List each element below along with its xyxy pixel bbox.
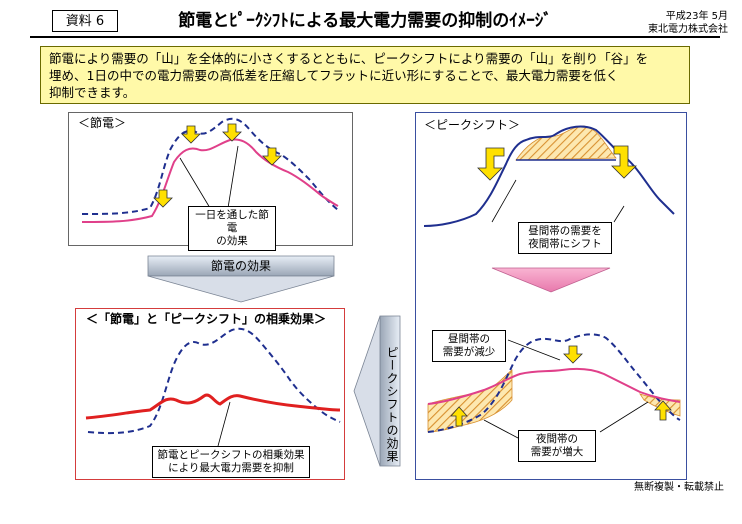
peak-shift-effect-label: ピークシフトの効果 — [385, 346, 399, 463]
peak-shift-bottom-callout-line-2: 需要が増大 — [530, 446, 584, 458]
panel-peak-shift-title: ＜ピークシフト＞ — [424, 118, 521, 132]
intro-line-2: 埋め、1日の中での電力需要の高低差を圧縮してフラットに近い形にすることで、最大電… — [49, 68, 619, 83]
combined-callout-line-2: により最大電力需要を抑制 — [168, 462, 294, 474]
setsuden-effect-arrow-head — [147, 275, 335, 303]
company-label: 東北電力株式会社 — [648, 24, 728, 35]
combined-callout-line-1: 節電とピークシフトの相乗効果 — [157, 449, 305, 461]
peak-shift-callout-leaders — [491, 179, 625, 223]
setsuden-effect-label: 節電の効果 — [210, 259, 271, 273]
setsuden-callout-line-2: の効果 — [216, 235, 248, 247]
setsuden-original-demand-curve — [81, 117, 339, 215]
peak-shift-bottom-callout: 夜間帯の 需要が増大 — [518, 430, 596, 462]
title-rule — [30, 36, 720, 38]
peak-shift-shaved-peak-hatch — [515, 125, 617, 161]
peak-shift-top-callout-line-1: 昼間帯の需要を — [528, 225, 602, 237]
combined-callout-leaders — [217, 401, 231, 447]
page-title: 節電とﾋﾟｰｸｼﾌﾄによる最大電力需要の抑制のｲﾒｰｼﾞ — [178, 11, 552, 31]
peak-shift-lower-reduced-curve — [427, 367, 681, 405]
setsuden-down-arrows — [153, 123, 282, 208]
intro-line-1: 節電により需要の「山」を全体的に小さくするとともに、ピークシフトにより需要の「山… — [49, 51, 649, 66]
setsuden-callout-leaders — [179, 145, 239, 209]
setsuden-reduced-demand-curve — [81, 138, 339, 223]
date-label: 平成23年 5月 — [665, 11, 728, 22]
setsuden-callout-line-1: 一日を通した節電 — [195, 209, 269, 234]
peak-shift-top-callout: 昼間帯の需要を 夜間帯にシフト — [518, 222, 612, 254]
peak-shift-effect-arrow-head — [353, 315, 381, 467]
setsuden-callout: 一日を通した節電 の効果 — [188, 206, 276, 251]
panel-setsuden-title: ＜節電＞ — [78, 116, 127, 130]
combined-original-demand-curve — [87, 327, 341, 435]
panel-combined — [75, 308, 345, 480]
peak-shift-mid-callout-line-1: 昼間帯の — [448, 333, 490, 345]
intro-line-3: 抑制できます。 — [49, 85, 136, 100]
panel-combined-title: ＜「節電」と「ピークシフト」の相乗効果＞ — [86, 312, 327, 326]
peak-shift-lower-callout-leaders — [483, 339, 649, 439]
peak-shift-top-callout-line-2: 夜間帯にシフト — [528, 238, 602, 250]
peak-shift-down-arrow — [491, 267, 611, 293]
peak-shift-mid-callout-line-2: 需要が減少 — [442, 346, 496, 358]
peak-shift-bent-arrows — [477, 145, 637, 181]
peak-shift-bottom-callout-line-1: 夜間帯の — [536, 433, 578, 445]
combined-callout: 節電とピークシフトの相乗効果 により最大電力需要を抑制 — [152, 446, 310, 478]
document-tag: 資料 6 — [52, 10, 118, 32]
peak-shift-lower-arrows — [450, 345, 672, 427]
copyright-note: 無断複製・転載禁止 — [634, 482, 724, 493]
peak-shift-original-demand-curve — [423, 125, 675, 227]
intro-box: 節電により需要の「山」を全体的に小さくするとともに、ピークシフトにより需要の「山… — [40, 46, 690, 104]
peak-shift-mid-callout: 昼間帯の 需要が減少 — [432, 330, 506, 362]
panel-peak-shift — [415, 112, 687, 480]
combined-final-demand-curve — [85, 393, 341, 420]
